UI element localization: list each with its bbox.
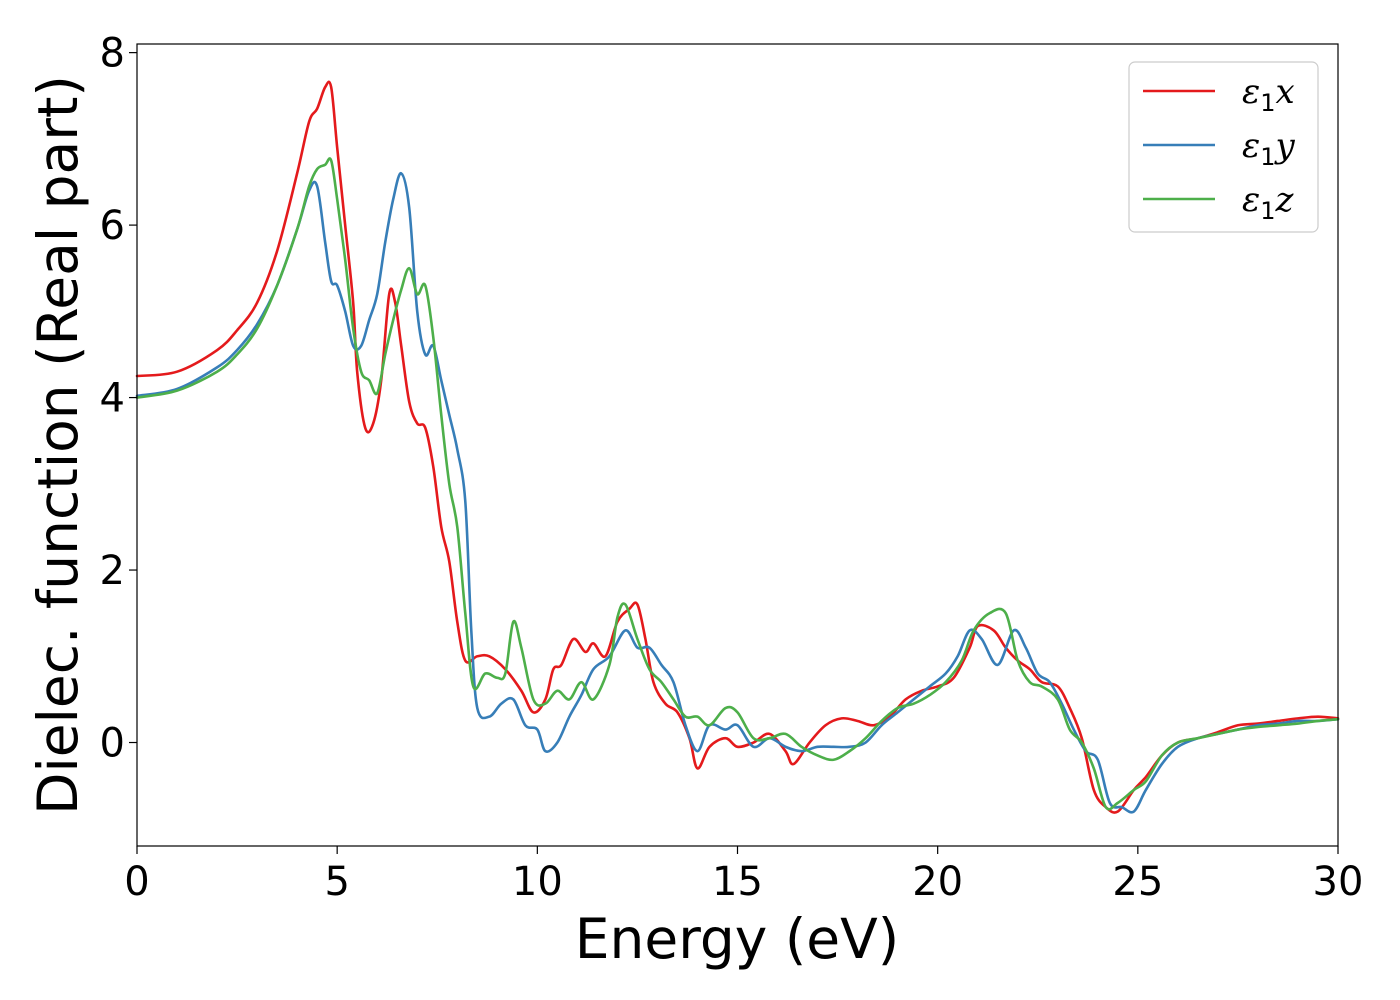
series-line-3 [135,157,1340,811]
y-tick-label: 2 [100,548,125,594]
legend-box [1128,61,1319,233]
x-tick-label: 0 [124,859,149,905]
y-axis-title: Dielec. function (Real part) [26,75,90,815]
y-tick-label: 4 [100,376,125,422]
x-tick-label: 5 [324,859,349,905]
x-tick-label: 30 [1313,859,1364,905]
series-line-1 [135,80,1340,814]
series-line-2 [135,172,1340,814]
y-tick-label: 8 [100,31,125,77]
legend-label-2: ε1y [1242,126,1296,171]
legend-label-1: ε1x [1242,72,1295,117]
x-tick-label: 15 [712,859,763,905]
legend-label-3: ε1z [1242,180,1295,225]
y-tick-label: 0 [100,721,125,767]
series-layer [135,80,1340,814]
tick-layer: 0 5 10 15 20 25 30 0 2 4 6 8 [100,31,1364,905]
y-tick-label: 6 [100,203,125,249]
legend: ε1x ε1y ε1z [1128,61,1319,233]
x-tick-label: 10 [512,859,563,905]
x-tick-label: 20 [912,859,963,905]
x-tick-label: 25 [1112,859,1163,905]
x-axis-title: Energy (eV) [575,907,899,971]
